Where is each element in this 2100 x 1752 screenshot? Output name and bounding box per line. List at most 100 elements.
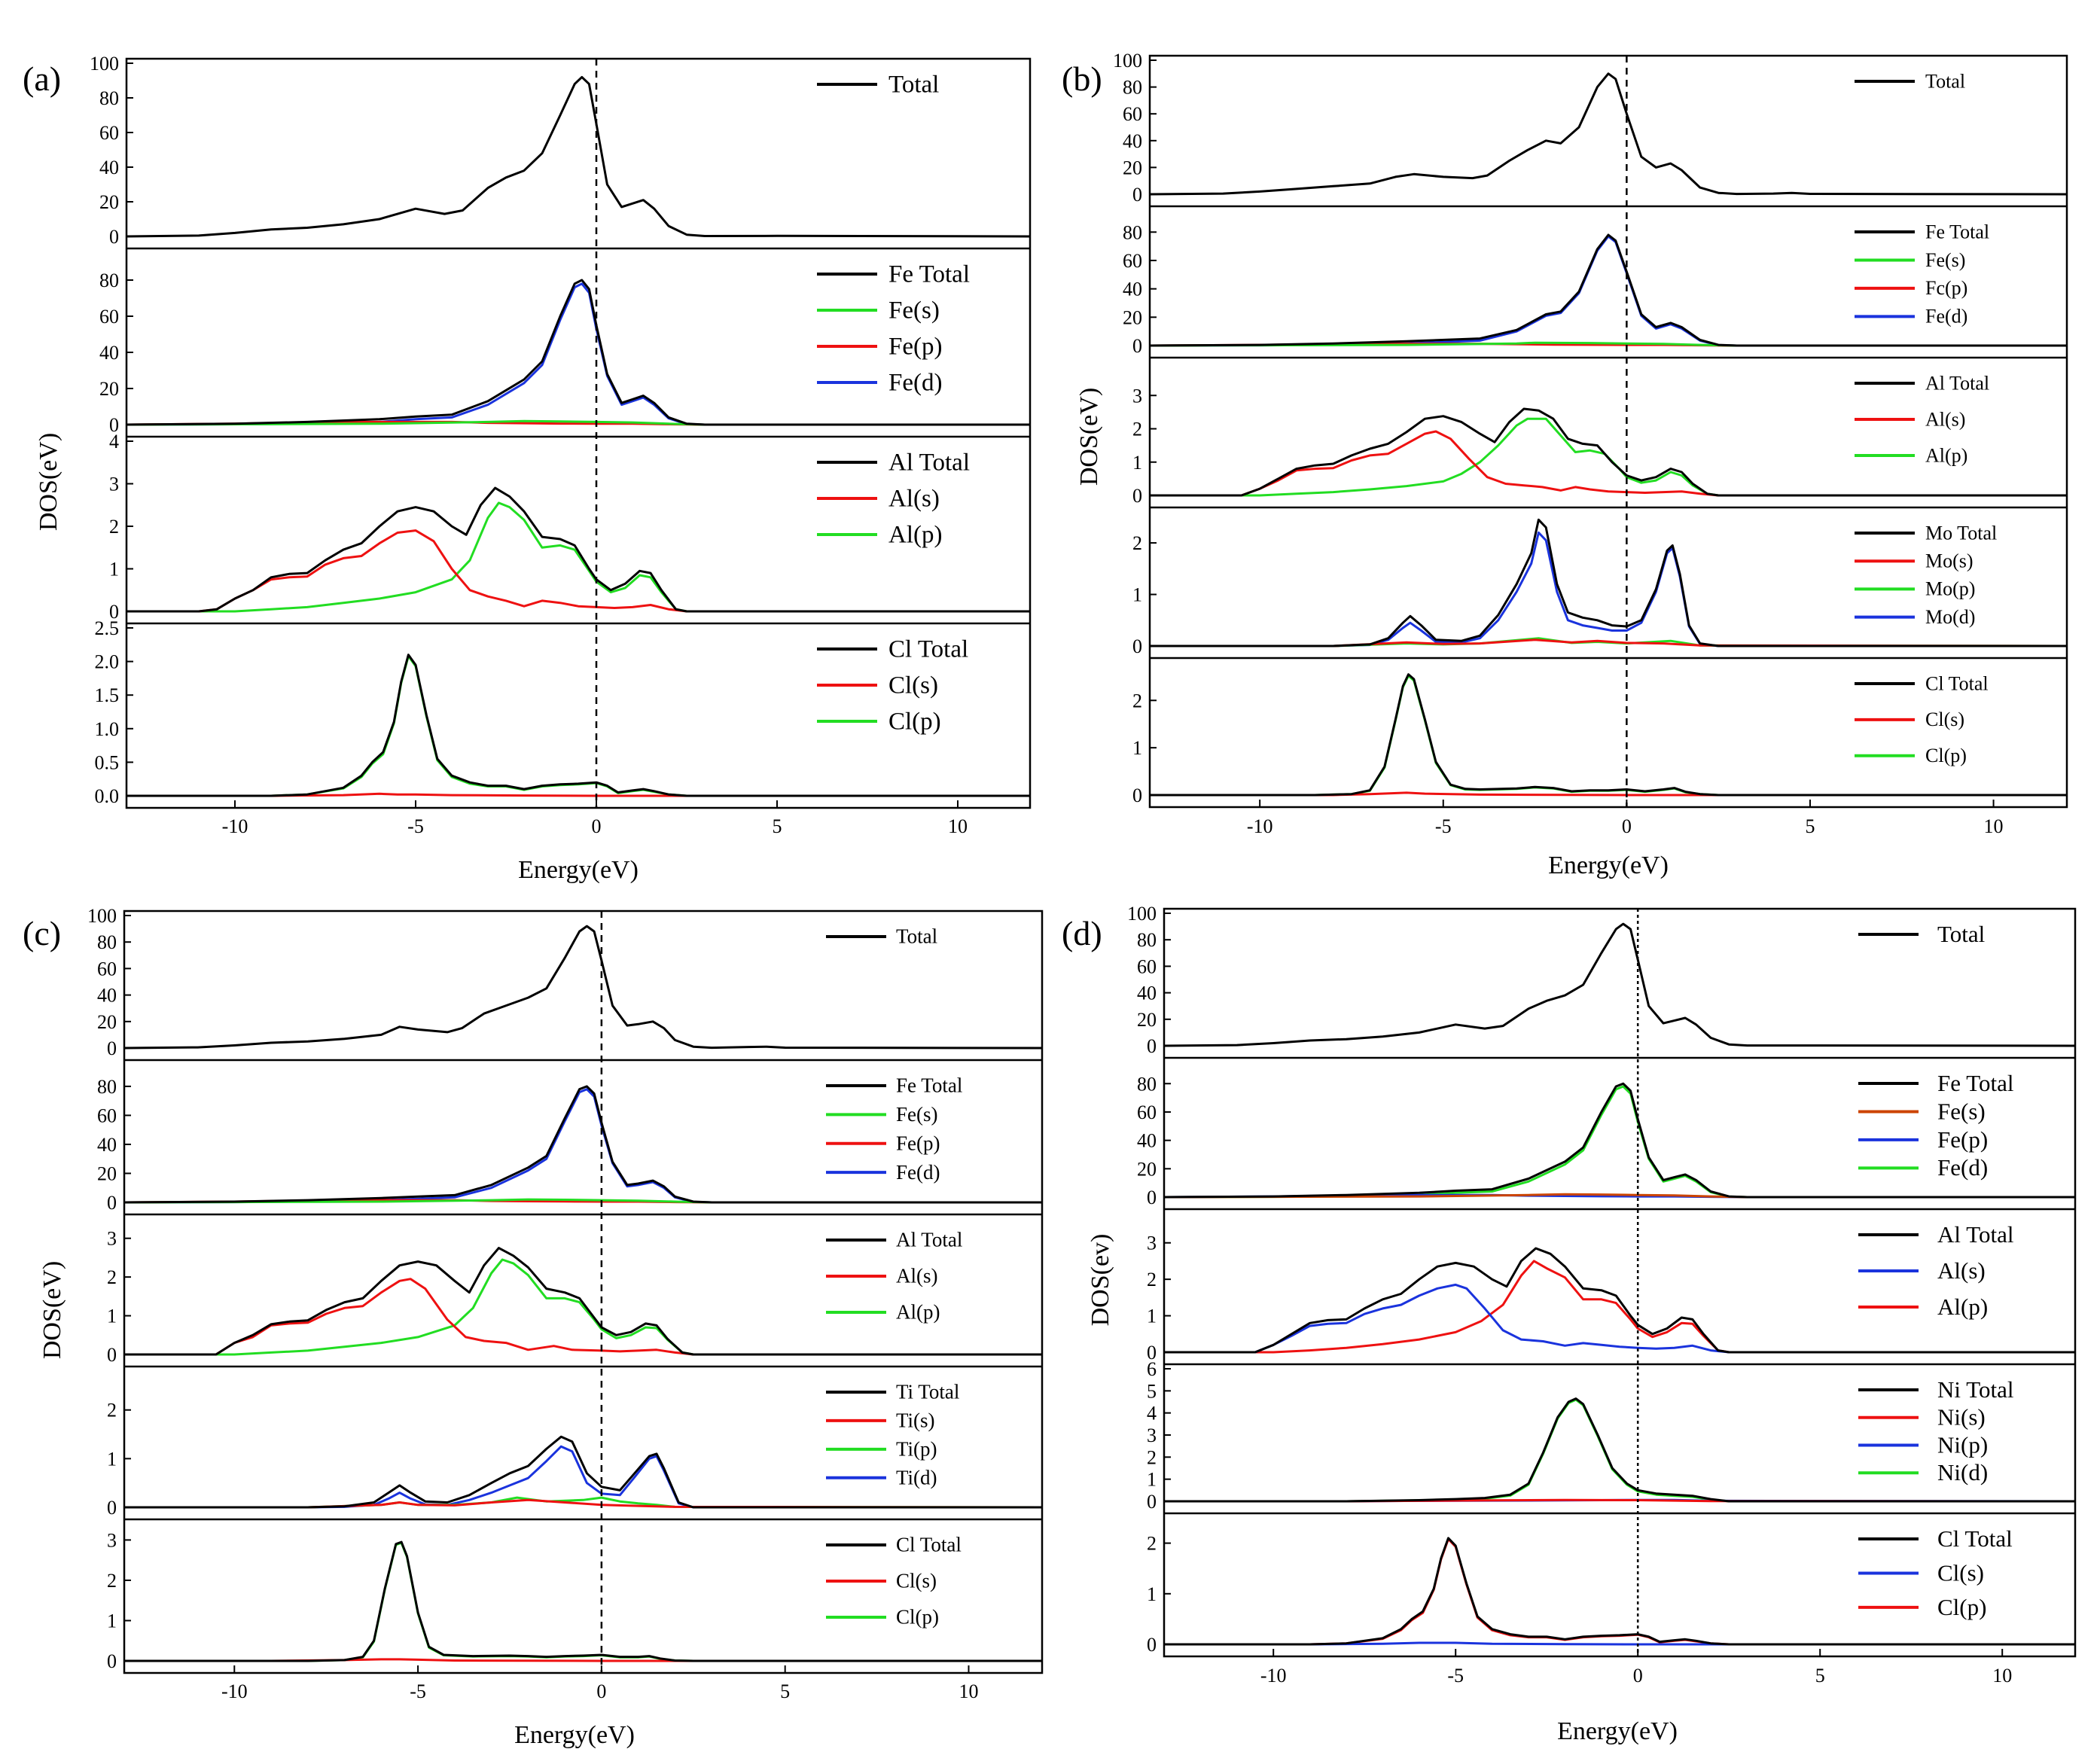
series-line-cl-p- bbox=[1164, 1537, 2075, 1646]
y-tick-label: 80 bbox=[1123, 221, 1142, 243]
series-line-fe-total bbox=[1163, 1082, 2075, 1199]
y-tick-label: 3 bbox=[1147, 1232, 1157, 1254]
y-tick-label: 3 bbox=[1147, 1424, 1157, 1446]
y-tick-label: 60 bbox=[99, 306, 119, 328]
x-tick-label: -10 bbox=[221, 1680, 248, 1702]
legend-label: Fe(s) bbox=[1937, 1098, 1986, 1124]
legend-label: Ni Total bbox=[1937, 1376, 2013, 1403]
panel-label: (b) bbox=[1062, 59, 1102, 98]
y-tick-label: 20 bbox=[99, 378, 119, 400]
y-tick-label: 2 bbox=[1147, 1533, 1157, 1555]
series-line-al-s- bbox=[1164, 1283, 2075, 1354]
x-tick-label: 5 bbox=[1815, 1665, 1825, 1686]
subplot-3: 0 1 2 3 4 Al Total Al(s) Al(p) bbox=[109, 431, 1030, 623]
x-tick-label: -10 bbox=[1260, 1665, 1287, 1686]
legend-label: Cl(p) bbox=[888, 708, 941, 736]
y-tick-label: 0 bbox=[1147, 1491, 1157, 1513]
y-tick-label: 0.0 bbox=[95, 785, 120, 807]
y-tick-label: 0 bbox=[107, 1650, 117, 1672]
panel-label: (c) bbox=[23, 914, 61, 952]
panel-label: (d) bbox=[1062, 914, 1102, 952]
legend-label: Ti(d) bbox=[896, 1466, 937, 1488]
y-tick-label: 2 bbox=[107, 1266, 117, 1288]
y-tick-label: 2 bbox=[107, 1400, 117, 1421]
panel-label: (a) bbox=[23, 59, 61, 98]
y-tick-label: 0 bbox=[109, 601, 119, 623]
series-line-al-total bbox=[1164, 1247, 2075, 1354]
y-tick-label: 0 bbox=[107, 1037, 117, 1059]
legend-label: Ni(s) bbox=[1937, 1404, 1986, 1431]
x-tick-label: 10 bbox=[1992, 1665, 2012, 1686]
series-line-ni-total bbox=[1164, 1397, 2075, 1503]
series-line-fe-s- bbox=[126, 419, 1030, 426]
legend-label: Al(p) bbox=[1937, 1293, 1988, 1320]
series-line-mo-s- bbox=[1150, 638, 2068, 647]
y-tick-label: 20 bbox=[1123, 306, 1142, 328]
legend-label: Al(s) bbox=[896, 1265, 938, 1287]
y-tick-label: 0 bbox=[1147, 1187, 1157, 1208]
y-tick-label: 2 bbox=[107, 1570, 117, 1592]
legend-label: Fe(d) bbox=[1925, 306, 1967, 328]
subplot-1: 0 20 40 60 80 100 Total bbox=[87, 905, 1043, 1059]
legend-label: Fc(p) bbox=[1925, 277, 1967, 299]
legend-label: Total bbox=[1925, 70, 1965, 92]
series-line-total bbox=[123, 925, 1043, 1050]
y-tick-label: 1 bbox=[107, 1306, 117, 1327]
x-tick-label: 10 bbox=[948, 815, 968, 837]
series-line-cl-total bbox=[1164, 1537, 2075, 1646]
series-line-al-s- bbox=[124, 1278, 1042, 1356]
x-tick-label: -5 bbox=[1447, 1665, 1464, 1686]
legend-label: Al(p) bbox=[1925, 444, 1967, 466]
y-tick-label: 0 bbox=[1132, 485, 1142, 507]
y-tick-label: 80 bbox=[99, 270, 119, 291]
series-line-al-total bbox=[1150, 407, 2067, 497]
legend-label: Fe Total bbox=[896, 1074, 962, 1097]
y-tick-label: 80 bbox=[1137, 929, 1157, 951]
y-tick-label: 60 bbox=[1137, 955, 1157, 977]
y-tick-label: 100 bbox=[87, 905, 117, 927]
subplot-4: 0 1 2 Ti Total Ti(s) Ti(p) Ti(d) bbox=[107, 1381, 1043, 1519]
subplot-5: 0 1 2 Cl Total Cl(s) Cl(p) bbox=[1132, 672, 2067, 806]
y-tick-label: 100 bbox=[90, 53, 119, 75]
legend-label: Fe(p) bbox=[888, 334, 942, 361]
y-tick-label: 2.0 bbox=[95, 651, 120, 673]
y-tick-label: 1 bbox=[1147, 1469, 1157, 1491]
legend-label: Ti(s) bbox=[896, 1409, 935, 1432]
series-line-al-p- bbox=[1164, 1260, 2075, 1354]
x-tick-label: 0 bbox=[596, 1680, 606, 1702]
subplot-3: 0 1 2 3 Al Total Al(s) Al(p) bbox=[107, 1228, 1042, 1366]
y-tick-label: 40 bbox=[1123, 279, 1142, 300]
subplot-3: 0 1 2 3 Al Total Al(s) Al(p) bbox=[1147, 1221, 2075, 1364]
x-tick-label: 5 bbox=[773, 815, 782, 837]
legend-label: Al Total bbox=[1925, 372, 1989, 394]
subplot-1: 0 20 40 60 80 100 Total bbox=[90, 53, 1031, 248]
series-line-cl-total bbox=[1150, 673, 2067, 797]
y-tick-label: 20 bbox=[97, 1011, 117, 1033]
legend-label: Mo(d) bbox=[1925, 606, 1975, 628]
y-tick-label: 0 bbox=[1132, 184, 1142, 206]
plot-frame bbox=[1163, 907, 2077, 1658]
y-tick-label: 1 bbox=[1132, 584, 1142, 606]
legend-label: Al(s) bbox=[1925, 408, 1965, 430]
y-tick-label: 100 bbox=[1127, 903, 1157, 925]
legend-label: Cl Total bbox=[1937, 1525, 2013, 1552]
subplot-2: 0 20 40 60 80 Fe Total Fe(s) Fc(p) Fe(d) bbox=[1123, 221, 2067, 357]
legend-label: Cl(p) bbox=[1925, 745, 1967, 766]
y-tick-label: 1 bbox=[107, 1610, 117, 1632]
y-tick-label: 2 bbox=[1132, 419, 1142, 440]
y-tick-label: 1.5 bbox=[95, 684, 120, 706]
series-line-cl-total bbox=[126, 654, 1030, 797]
y-tick-label: 0 bbox=[107, 1192, 117, 1214]
legend-label: Fe(s) bbox=[888, 297, 940, 325]
y-tick-label: 20 bbox=[97, 1162, 117, 1184]
y-tick-label: 40 bbox=[99, 157, 119, 178]
y-axis-title: DOS(ev) bbox=[1087, 1234, 1114, 1327]
y-axis-title: DOS(eV) bbox=[38, 1261, 66, 1359]
legend-label: Ni(d) bbox=[1937, 1459, 1988, 1485]
legend-label: Mo Total bbox=[1925, 522, 1997, 544]
series-line-mo-total bbox=[1150, 518, 2067, 647]
y-tick-label: 0 bbox=[107, 1497, 117, 1519]
x-tick-label: 0 bbox=[1633, 1665, 1643, 1686]
